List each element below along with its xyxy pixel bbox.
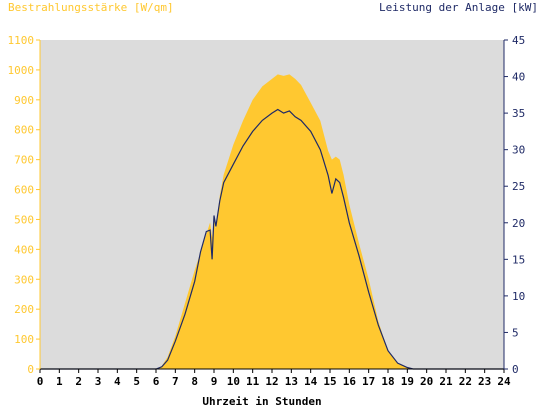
x-tick-label: 13 <box>285 375 298 388</box>
left-tick-label: 200 <box>14 303 34 316</box>
left-tick-label: 400 <box>14 243 34 256</box>
x-tick-label: 24 <box>497 375 511 388</box>
x-tick-label: 6 <box>153 375 160 388</box>
left-tick-label: 100 <box>14 333 34 346</box>
axes-layer: 0 1 2 3 4 5 6 7 8 9 10 11 12 13 14 15 16 17 18 19 20 21 22 23 24… <box>8 34 526 388</box>
x-tick-label: 14 <box>304 375 318 388</box>
x-tick-label: 23 <box>478 375 491 388</box>
x-tick-label: 20 <box>420 375 433 388</box>
x-tick-label: 19 <box>401 375 414 388</box>
x-tick-label: 7 <box>172 375 179 388</box>
right-tick-label: 35 <box>512 107 525 120</box>
right-tick-label: 5 <box>512 326 519 339</box>
right-axis-title: Leistung der Anlage [kW] <box>379 1 538 14</box>
x-tick-label: 3 <box>95 375 102 388</box>
left-tick-label: 500 <box>14 213 34 226</box>
x-tick-label: 22 <box>459 375 472 388</box>
x-tick-label: 18 <box>381 375 394 388</box>
x-tick-label: 0 <box>37 375 44 388</box>
left-tick-label: 300 <box>14 273 34 286</box>
right-tick-label: 0 <box>512 363 519 376</box>
x-tick-label: 4 <box>114 375 121 388</box>
x-axis-title: Uhrzeit in Stunden <box>202 395 321 408</box>
x-tick-label: 15 <box>323 375 336 388</box>
x-tick-label: 17 <box>362 375 375 388</box>
x-tick-label: 2 <box>75 375 82 388</box>
x-tick-label: 11 <box>246 375 260 388</box>
right-tick-label: 30 <box>512 144 525 157</box>
x-tick-label: 8 <box>191 375 198 388</box>
left-tick-label: 1100 <box>8 34 35 47</box>
x-tick-label: 12 <box>265 375 278 388</box>
left-axis-title: Bestrahlungsstärke [W/qm] <box>8 1 174 14</box>
left-tick-label: 800 <box>14 124 34 137</box>
right-tick-label: 10 <box>512 290 525 303</box>
left-tick-label: 700 <box>14 154 34 167</box>
right-tick-label: 20 <box>512 217 525 230</box>
right-tick-label: 25 <box>512 180 525 193</box>
x-tick-label: 9 <box>211 375 218 388</box>
x-tick-label: 1 <box>56 375 63 388</box>
left-tick-label: 1000 <box>8 64 35 77</box>
right-tick-label: 15 <box>512 253 525 266</box>
power-line <box>40 108 504 370</box>
series-layer <box>40 74 504 370</box>
x-tick-label: 21 <box>439 375 453 388</box>
left-tick-label: 900 <box>14 94 34 107</box>
irradiance-area <box>40 74 504 370</box>
right-tick-label: 40 <box>512 71 525 84</box>
x-tick-label: 10 <box>227 375 240 388</box>
left-tick-label: 0 <box>27 363 34 376</box>
left-tick-label: 600 <box>14 184 34 197</box>
x-tick-label: 16 <box>343 375 357 388</box>
right-tick-label: 45 <box>512 34 525 47</box>
x-tick-label: 5 <box>133 375 140 388</box>
